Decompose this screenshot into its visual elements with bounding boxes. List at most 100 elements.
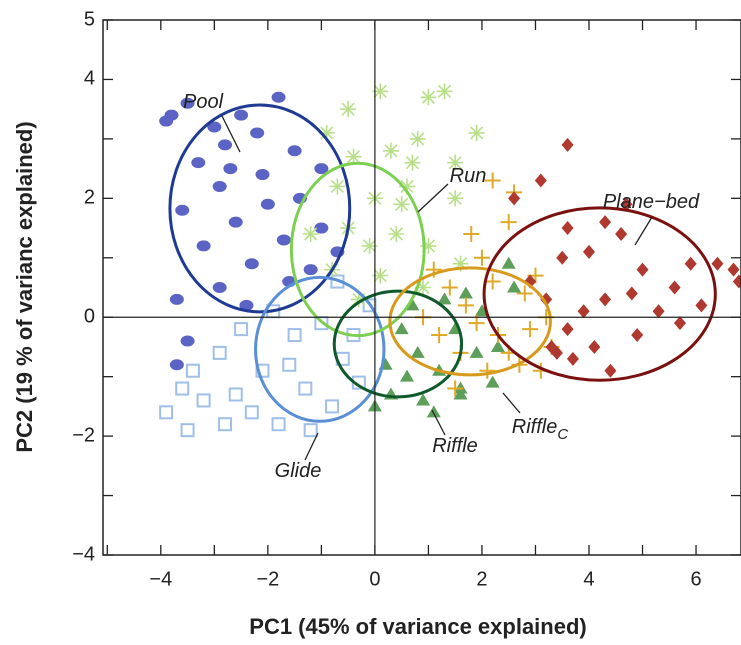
point — [340, 101, 357, 118]
point — [420, 237, 437, 254]
confidence-ellipse — [482, 206, 717, 382]
point — [485, 375, 500, 388]
point — [361, 237, 378, 254]
point — [652, 304, 665, 319]
point — [410, 345, 425, 358]
point — [625, 286, 638, 301]
point — [561, 137, 574, 152]
point — [180, 97, 195, 109]
x-tick-label: −2 — [256, 568, 279, 590]
point — [382, 142, 399, 159]
point — [405, 298, 420, 311]
point — [437, 292, 452, 305]
point — [175, 204, 190, 216]
group-label-subscript: C — [557, 426, 568, 443]
x-tick-label: 2 — [476, 568, 487, 590]
point — [393, 196, 410, 213]
point — [566, 351, 579, 366]
confidence-ellipse — [168, 103, 352, 314]
confidence-ellipse — [254, 275, 386, 423]
point — [228, 387, 243, 402]
point — [325, 399, 340, 414]
point — [345, 148, 362, 165]
point — [673, 316, 686, 331]
point — [620, 197, 633, 212]
point — [196, 240, 211, 252]
point — [420, 89, 437, 106]
group-label-name: Riffle — [512, 416, 558, 438]
label-leader — [417, 183, 449, 213]
y-tick-label: 2 — [84, 187, 95, 209]
point — [577, 304, 590, 319]
point — [303, 423, 318, 438]
group-label-name: Run — [450, 165, 487, 187]
point — [394, 322, 409, 335]
point — [508, 191, 521, 206]
point — [727, 262, 740, 277]
plot-frame — [102, 19, 741, 556]
point — [484, 172, 501, 189]
point — [501, 256, 516, 269]
point — [668, 280, 681, 295]
point — [228, 216, 243, 228]
point — [244, 405, 259, 420]
x-tick-label: 0 — [369, 568, 380, 590]
y-tick-label: −4 — [72, 543, 95, 565]
point — [372, 83, 389, 100]
group-label: Pool — [183, 91, 224, 113]
point — [362, 298, 377, 313]
point — [540, 292, 553, 307]
point — [479, 362, 496, 379]
point — [491, 339, 506, 352]
group-label: Plane−bed — [603, 191, 700, 213]
point — [473, 249, 490, 266]
point — [250, 127, 265, 139]
point — [191, 157, 206, 169]
point — [298, 381, 313, 396]
point — [582, 244, 595, 259]
point — [404, 154, 421, 171]
group-label: RiffleC — [512, 416, 569, 443]
point — [457, 297, 474, 314]
point — [318, 124, 335, 141]
point — [223, 163, 238, 175]
point — [218, 417, 233, 432]
point — [159, 405, 174, 420]
point — [180, 335, 195, 347]
x-axis-title: PC1 (45% of variance explained) — [249, 614, 586, 639]
point — [599, 215, 612, 230]
point — [711, 256, 724, 271]
point — [458, 286, 473, 299]
point — [468, 315, 485, 332]
point — [350, 291, 367, 308]
point — [588, 339, 601, 354]
point — [469, 345, 484, 358]
group-label-name: Riffle — [432, 435, 478, 457]
point — [615, 227, 628, 241]
point — [732, 274, 741, 289]
group-label-name: Glide — [275, 460, 322, 482]
label-leader — [221, 115, 241, 153]
point — [234, 109, 249, 121]
point — [556, 250, 569, 265]
point — [169, 359, 184, 371]
point — [452, 255, 469, 272]
group-label-name: Pool — [183, 91, 224, 113]
y-tick-label: −2 — [72, 424, 95, 446]
point — [522, 321, 539, 338]
point — [329, 178, 346, 195]
x-tick-label: 4 — [583, 568, 594, 590]
confidence-ellipse — [332, 289, 464, 399]
point — [234, 322, 249, 337]
x-tick-label: −4 — [149, 568, 172, 590]
point — [303, 264, 318, 276]
point — [399, 178, 416, 195]
point — [212, 180, 227, 192]
point — [507, 280, 522, 293]
confidence-ellipse — [289, 161, 426, 338]
point — [255, 363, 270, 378]
point — [695, 298, 708, 313]
point — [631, 328, 644, 343]
point — [441, 279, 458, 296]
y-tick-label: 0 — [84, 306, 95, 328]
